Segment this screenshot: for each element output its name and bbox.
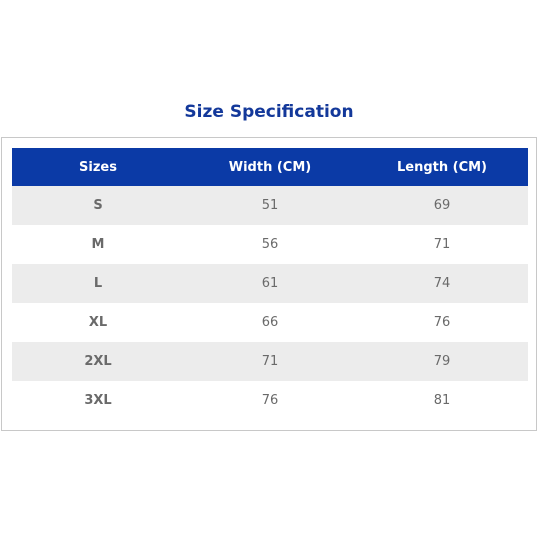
table-row: 3XL 76 81 bbox=[12, 381, 528, 420]
value-cell: 61 bbox=[261, 276, 279, 291]
value-cell: 71 bbox=[261, 354, 279, 369]
value-cell: 76 bbox=[433, 315, 451, 330]
table-row: L 61 74 bbox=[12, 264, 528, 303]
value-cell: 69 bbox=[433, 198, 451, 213]
header-cell: Sizes bbox=[79, 159, 117, 175]
table: Sizes Width (CM) Length (CM) S 51 69 M 56 71 L 61 7… bbox=[12, 148, 528, 420]
size-cell: XL bbox=[88, 315, 108, 330]
table-row: 2XL 71 79 bbox=[12, 342, 528, 381]
value-cell: 71 bbox=[433, 237, 451, 252]
table-row: XL 66 76 bbox=[12, 303, 528, 342]
header-row: Sizes Width (CM) Length (CM) bbox=[12, 148, 528, 186]
size-cell: S bbox=[93, 198, 103, 213]
size-cell: 3XL bbox=[84, 393, 112, 408]
value-cell: 51 bbox=[261, 198, 279, 213]
size-cell: L bbox=[93, 276, 103, 291]
title: Size Specification bbox=[184, 102, 354, 122]
value-cell: 76 bbox=[261, 393, 279, 408]
value-cell: 56 bbox=[261, 237, 279, 252]
size-cell: 2XL bbox=[84, 354, 112, 369]
table-row: S 51 69 bbox=[12, 186, 528, 225]
value-cell: 66 bbox=[261, 315, 279, 330]
table-frame: Sizes Width (CM) Length (CM) S 51 69 M 56 71 L 61 7… bbox=[1, 137, 537, 431]
header-cell: Width (CM) bbox=[228, 159, 312, 175]
value-cell: 79 bbox=[433, 354, 451, 369]
table-row: M 56 71 bbox=[12, 225, 528, 264]
value-cell: 81 bbox=[433, 393, 451, 408]
value-cell: 74 bbox=[433, 276, 451, 291]
size-cell: M bbox=[91, 237, 105, 252]
header-cell: Length (CM) bbox=[396, 159, 488, 175]
